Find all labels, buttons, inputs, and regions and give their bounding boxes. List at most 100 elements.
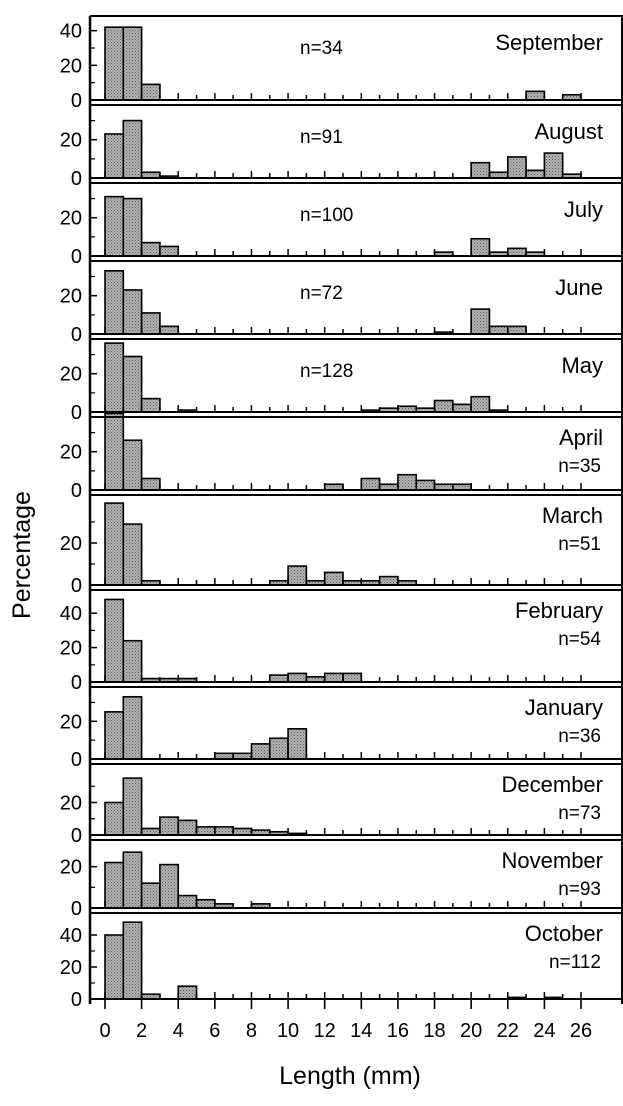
- y-tick-label: 0: [71, 749, 82, 771]
- histogram-bar: [506, 247, 527, 257]
- month-label: April: [559, 425, 603, 450]
- histogram-bar: [104, 502, 125, 586]
- y-axis-label: Percentage: [8, 491, 36, 619]
- month-label: June: [555, 275, 603, 300]
- histogram-bar: [525, 169, 546, 179]
- histogram-bar: [122, 777, 143, 836]
- histogram-bar: [250, 743, 271, 760]
- x-axis-label: Length (mm): [279, 1062, 421, 1090]
- histogram-bar: [122, 26, 143, 101]
- histogram-bar: [122, 119, 143, 179]
- histogram-bar: [470, 161, 491, 179]
- y-tick-label: 40: [60, 603, 82, 625]
- month-label: November: [502, 848, 603, 873]
- sample-size-label: n=100: [300, 205, 353, 226]
- histogram-bar: [140, 882, 161, 909]
- y-tick-label: 20: [60, 442, 82, 464]
- y-tick-label: 0: [71, 90, 82, 112]
- histogram-bar: [159, 245, 180, 257]
- y-tick-label: 0: [71, 825, 82, 847]
- panel-september: 0 20 40 September n=34: [60, 21, 623, 112]
- histogram-bar: [104, 598, 125, 683]
- histogram-bar: [140, 312, 161, 335]
- y-tick-label: 20: [60, 957, 82, 979]
- month-label: February: [515, 598, 603, 623]
- histogram-bar: [452, 403, 472, 413]
- y-tick-label: 0: [71, 324, 82, 346]
- panel-july: 0 20 July n=100: [60, 182, 623, 268]
- panel-march: 0 20 March n=51: [60, 494, 623, 597]
- histogram-bar: [159, 863, 180, 909]
- histogram-bar: [104, 26, 125, 101]
- x-tick-label: 26: [570, 1020, 592, 1042]
- histogram-bar: [525, 90, 546, 101]
- panel-october: 0 20 40 October n=112: [60, 912, 623, 1011]
- y-tick-label: 20: [60, 711, 82, 733]
- histogram-bar: [488, 325, 509, 335]
- panel-january: 0 20 January n=36: [60, 686, 623, 771]
- panel-february: 0 20 40 February n=54: [60, 589, 623, 694]
- histogram-bar: [159, 816, 180, 836]
- sample-size-label: n=91: [300, 127, 343, 148]
- sample-size-label: n=54: [558, 629, 601, 650]
- histogram-bar: [433, 399, 454, 413]
- x-tick-label: 4: [173, 1020, 184, 1042]
- x-tick-label: 22: [497, 1020, 519, 1042]
- y-tick-label: 20: [60, 857, 82, 879]
- y-tick-label: 20: [60, 533, 82, 555]
- histogram-bar: [140, 83, 161, 101]
- histogram-bar: [470, 308, 491, 335]
- histogram-bar: [397, 473, 418, 491]
- panel-april: 0 20 April n=35: [60, 412, 623, 502]
- x-tick-label: 14: [350, 1020, 372, 1042]
- y-tick-label: 0: [71, 898, 82, 920]
- y-tick-label: 20: [60, 130, 82, 152]
- panel-december: 0 20 December n=73: [60, 763, 623, 847]
- sample-size-label: n=34: [300, 38, 343, 59]
- month-label: January: [525, 695, 603, 720]
- histogram-bar: [287, 565, 308, 586]
- x-tick-label: 18: [423, 1020, 445, 1042]
- y-tick-label: 20: [60, 638, 82, 660]
- histogram-bar: [506, 156, 527, 179]
- panel-november: 0 20 November n=93: [60, 839, 623, 920]
- x-tick-label: 12: [314, 1020, 336, 1042]
- histogram-bar: [104, 270, 125, 335]
- y-tick-label: 20: [60, 55, 82, 77]
- panel-august: 0 20 August n=91: [60, 104, 623, 190]
- histogram-bar: [104, 861, 125, 909]
- histogram-bar: [122, 695, 143, 760]
- y-tick-label: 40: [60, 21, 82, 43]
- histogram-bar: [140, 241, 161, 257]
- histogram-bar: [122, 921, 143, 1000]
- histogram-bar: [287, 672, 308, 683]
- histogram-bar: [177, 985, 198, 1000]
- histogram-bar: [104, 195, 125, 257]
- histogram-bar: [378, 575, 399, 586]
- histogram-bar: [122, 639, 143, 683]
- panel-june: 0 20 June n=72: [60, 260, 623, 346]
- histogram-bar: [543, 152, 564, 179]
- histogram-bar: [470, 395, 491, 413]
- histogram-bar: [122, 289, 143, 335]
- x-tick-label: 0: [99, 1020, 110, 1042]
- histogram-bar: [104, 342, 125, 413]
- histogram-bar: [104, 711, 125, 760]
- y-tick-label: 20: [60, 793, 82, 815]
- sample-size-label: n=73: [558, 803, 601, 824]
- histogram-bar: [323, 672, 344, 683]
- panel-may: 0 20 May n=128: [60, 338, 623, 424]
- x-tick-label: 16: [387, 1020, 409, 1042]
- x-tick-label: 2: [136, 1020, 147, 1042]
- y-tick-label: 0: [71, 575, 82, 597]
- histogram-bar: [122, 355, 143, 413]
- month-label: September: [495, 30, 603, 55]
- y-tick-label: 20: [60, 286, 82, 308]
- histogram-bar: [140, 477, 161, 491]
- month-label: May: [561, 353, 603, 378]
- histogram-bar: [360, 477, 381, 491]
- y-tick-label: 0: [71, 168, 82, 190]
- x-tick-label: 20: [460, 1020, 482, 1042]
